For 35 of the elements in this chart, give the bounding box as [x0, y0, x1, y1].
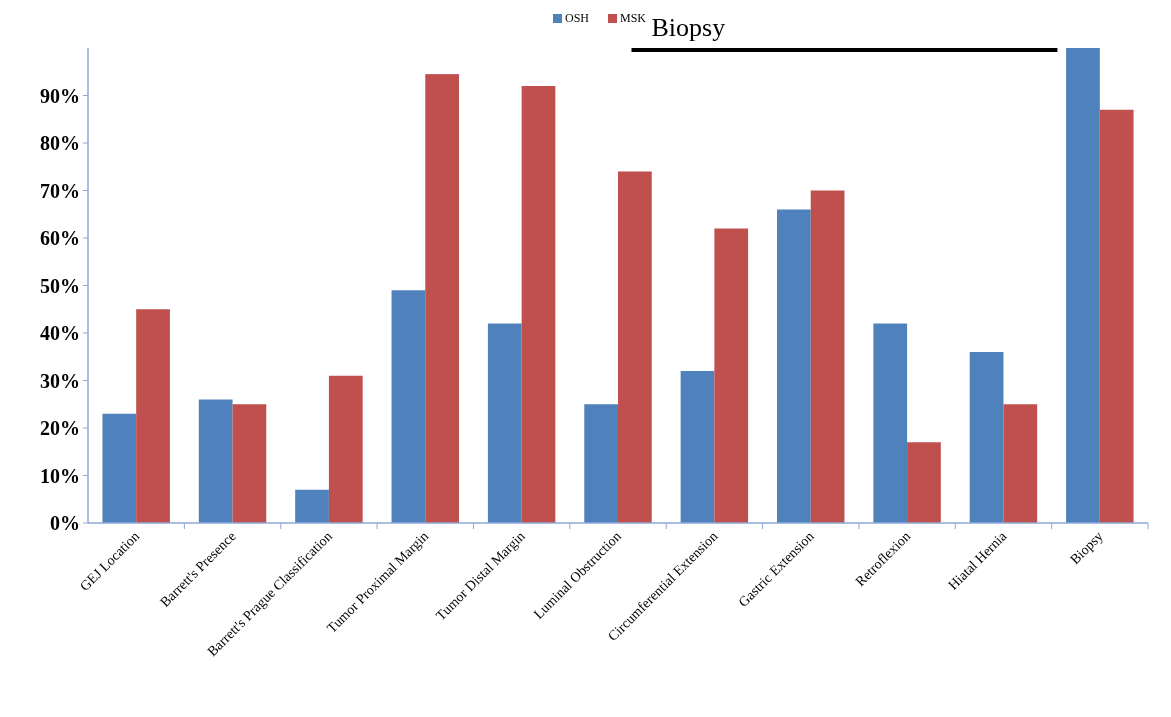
bar: [1003, 404, 1038, 523]
bar: [232, 404, 267, 523]
y-tick-label: 70%: [40, 179, 80, 202]
bar: [1099, 109, 1134, 523]
bar: [907, 442, 941, 523]
y-tick-label: 40%: [40, 322, 80, 344]
bar: [969, 352, 1004, 523]
bar: [136, 309, 170, 523]
bar: [391, 290, 426, 523]
y-tick-label: 60%: [40, 227, 80, 249]
y-tick-label: 20%: [40, 417, 80, 439]
legend-label: MSK: [620, 11, 647, 25]
bar: [873, 323, 908, 523]
bar: [777, 209, 811, 523]
bar: [1066, 48, 1100, 523]
y-tick-label: 10%: [40, 464, 80, 487]
y-tick-label: 30%: [40, 369, 80, 392]
y-tick-label: 80%: [40, 132, 80, 154]
y-tick-label: 50%: [40, 274, 80, 297]
bar: [714, 228, 749, 523]
bar: [680, 371, 715, 523]
bar: [102, 413, 137, 523]
bar: [487, 323, 522, 523]
y-tick-label: 0%: [50, 512, 80, 534]
bar: [810, 190, 845, 523]
legend-label: OSH: [565, 11, 590, 25]
bar: [295, 489, 329, 523]
bar: [328, 375, 363, 523]
bar: [425, 74, 459, 523]
text: Biopsy: [651, 13, 726, 42]
bar: [521, 86, 556, 523]
y-tick-label: 90%: [40, 84, 80, 107]
bar: [618, 171, 652, 523]
bar: [584, 404, 618, 523]
bar: [198, 399, 233, 523]
